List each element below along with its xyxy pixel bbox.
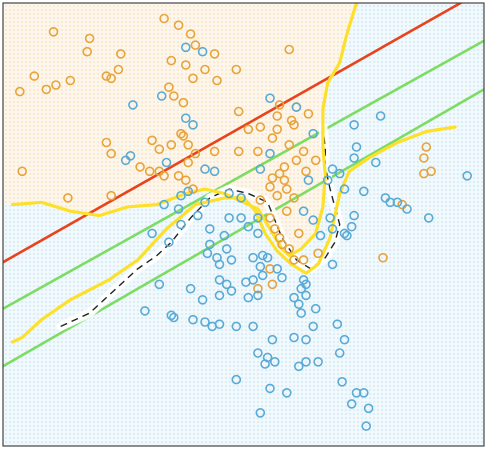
chart-canvas xyxy=(0,0,487,453)
